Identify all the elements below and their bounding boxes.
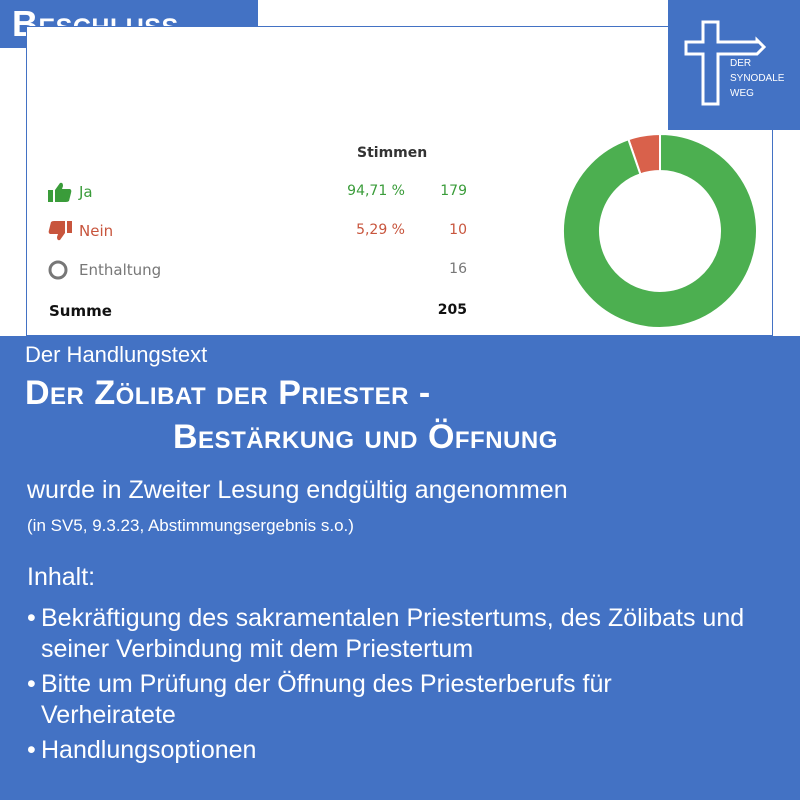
total-label: Summe — [49, 302, 112, 320]
content-item: Handlungsoptionen — [25, 735, 745, 766]
vote-percent: 94,71 % — [347, 183, 405, 199]
content-item: Bitte um Prüfung der Öffnung des Prieste… — [25, 669, 745, 731]
vote-count: 179 — [440, 183, 467, 199]
vote-donut-chart — [562, 132, 758, 329]
vote-row-abstention: Enthaltung 16 — [47, 259, 467, 283]
donut-slice-ja — [562, 132, 758, 329]
vote-label: Ja — [79, 183, 93, 201]
title-line-2: Bestärkung und Öffnung — [173, 418, 558, 456]
total-count: 205 — [437, 302, 467, 318]
title-line-1: Der Zölibat der Priester - — [25, 374, 431, 412]
vote-row-total: Summe 205 — [47, 300, 467, 324]
thumbs-up-icon — [48, 182, 72, 202]
thumbs-down-icon — [48, 221, 72, 241]
logo-line: DER — [730, 58, 752, 69]
vote-row-no: Nein 5,29 % 10 — [47, 220, 467, 244]
vote-count: 10 — [449, 222, 467, 238]
circle-icon — [48, 260, 68, 280]
cross-icon — [684, 20, 767, 106]
votes-column-header: Stimmen — [357, 145, 428, 161]
logo-line: SYNODALE — [730, 73, 785, 84]
vote-count: 16 — [449, 261, 467, 277]
vote-table: Stimmen Ja 94,71 % 179 Nein 5,29 % 10 En… — [27, 27, 772, 335]
content-heading: Inhalt: — [27, 563, 96, 591]
logo-text: DER SYNODALE WEG — [730, 56, 784, 101]
vote-percent: 5,29 % — [356, 222, 405, 238]
resolution-summary: Der Handlungstext Der Zölibat der Priest… — [0, 336, 800, 800]
session-note: (in SV5, 9.3.23, Abstimmungsergebnis s.o… — [27, 516, 354, 535]
content-list: Bekräftigung des sakramentalen Priestert… — [25, 603, 745, 770]
status-text: wurde in Zweiter Lesung endgültig angeno… — [27, 476, 568, 504]
vote-label: Nein — [79, 222, 114, 240]
intro-text: Der Handlungstext — [25, 342, 208, 367]
content-item: Bekräftigung des sakramentalen Priestert… — [25, 603, 745, 665]
vote-label: Enthaltung — [79, 261, 162, 279]
vote-result-panel: Stimmen Ja 94,71 % 179 Nein 5,29 % 10 En… — [26, 26, 773, 336]
logo-line: WEG — [730, 88, 754, 99]
synodal-way-logo: DER SYNODALE WEG — [668, 0, 800, 130]
vote-row-yes: Ja 94,71 % 179 — [47, 181, 467, 205]
